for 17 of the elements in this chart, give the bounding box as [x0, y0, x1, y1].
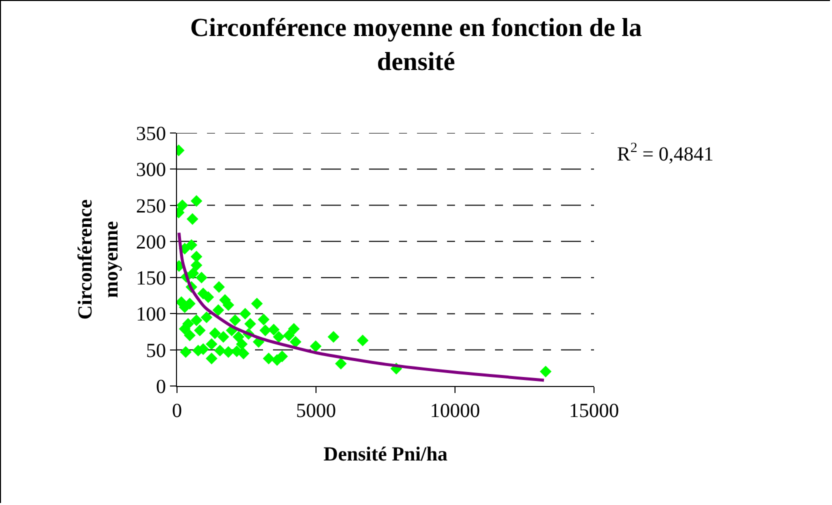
x-tick-label: 5000: [296, 400, 336, 422]
y-tick-label: 0: [156, 376, 166, 398]
y-tick-label: 100: [136, 304, 166, 326]
y-axis-title: Circonférence moyenne: [74, 199, 122, 320]
y-tick-label: 350: [136, 123, 166, 145]
line-series: [178, 231, 546, 382]
text: R$^{2}$ = 0,4841: [617, 141, 714, 166]
chart-title: Circonférence moyenne en fonction de la densité: [190, 13, 642, 76]
x-tick-label: 15000: [569, 400, 619, 422]
y-tick-label: 250: [136, 195, 166, 218]
y-tick-label: 300: [136, 159, 166, 182]
x-tick-label: 10000: [430, 400, 480, 422]
y-tick-label: 150: [136, 268, 166, 290]
x-axis-title: Densité Pni/ha: [324, 444, 448, 466]
y-tick-label: 200: [136, 231, 166, 254]
x-tick-label: 0: [172, 400, 182, 422]
y-tick-label: 50: [146, 340, 166, 362]
